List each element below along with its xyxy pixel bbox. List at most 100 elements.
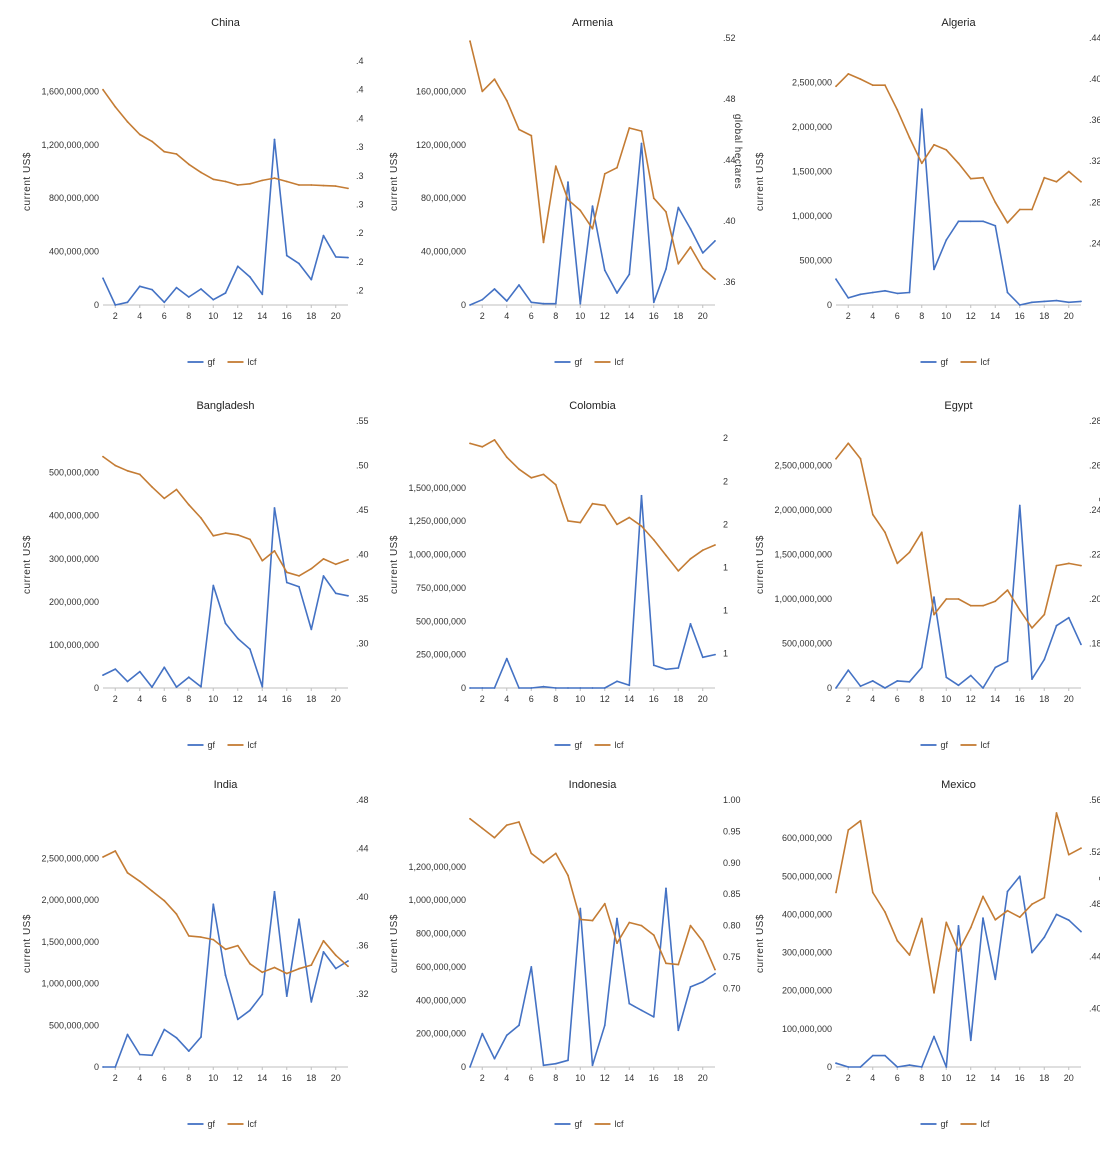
data-point-gf bbox=[616, 917, 618, 920]
data-point-lcf bbox=[163, 497, 166, 500]
y2-tick-label: 1 bbox=[723, 649, 728, 659]
data-point-lcf bbox=[126, 469, 129, 472]
data-point-lcf bbox=[481, 445, 484, 448]
data-point-lcf bbox=[285, 571, 288, 574]
x-tick-label: 12 bbox=[966, 694, 976, 704]
data-point-gf bbox=[126, 301, 129, 304]
data-point-lcf bbox=[689, 924, 692, 927]
data-point-lcf bbox=[138, 473, 141, 476]
data-point-lcf bbox=[1067, 853, 1070, 856]
data-point-gf bbox=[114, 304, 117, 306]
x-tick-label: 10 bbox=[941, 1073, 951, 1083]
x-tick-label: 20 bbox=[331, 1073, 341, 1083]
y2-axis-label: global hectares bbox=[732, 114, 743, 189]
x-tick-label: 4 bbox=[870, 311, 875, 321]
y-tick-label: 0 bbox=[94, 1062, 99, 1072]
data-point-lcf bbox=[554, 483, 557, 486]
data-point-gf bbox=[322, 234, 325, 237]
y-tick-label: 600,000,000 bbox=[782, 833, 832, 843]
data-point-gf bbox=[933, 268, 935, 271]
series-line-gf bbox=[103, 891, 349, 1068]
y-tick-label: 800,000,000 bbox=[49, 193, 99, 203]
data-point-gf bbox=[652, 664, 655, 667]
data-point-lcf bbox=[347, 558, 349, 561]
data-point-gf bbox=[579, 907, 582, 910]
x-tick-label: 6 bbox=[162, 311, 167, 321]
x-tick-label: 8 bbox=[553, 311, 558, 321]
data-point-lcf bbox=[542, 861, 545, 864]
data-point-lcf bbox=[469, 442, 471, 445]
data-point-lcf bbox=[603, 172, 606, 175]
data-point-gf bbox=[518, 284, 520, 286]
data-point-lcf bbox=[1031, 627, 1033, 629]
x-tick-label: 10 bbox=[575, 694, 585, 704]
x-tick-label: 12 bbox=[600, 694, 610, 704]
x-tick-label: 2 bbox=[480, 311, 485, 321]
data-point-gf bbox=[175, 686, 178, 688]
data-point-gf bbox=[871, 680, 874, 682]
x-tick-label: 18 bbox=[306, 694, 316, 704]
x-tick-label: 10 bbox=[575, 311, 585, 321]
data-point-gf bbox=[701, 981, 704, 983]
y-tick-label: 1,250,000,000 bbox=[408, 516, 466, 526]
y-tick-label: 400,000,000 bbox=[49, 247, 99, 257]
data-point-gf bbox=[1043, 300, 1046, 303]
data-point-gf bbox=[689, 986, 692, 988]
x-tick-label: 6 bbox=[895, 1073, 900, 1083]
y2-tick-label: .44 bbox=[723, 155, 736, 165]
data-point-gf bbox=[677, 667, 680, 669]
data-point-lcf bbox=[1080, 847, 1082, 850]
x-tick-label: 8 bbox=[186, 1073, 191, 1083]
data-point-lcf bbox=[616, 523, 618, 526]
data-point-lcf bbox=[677, 963, 680, 966]
y-tick-label: 1,000,000,000 bbox=[774, 594, 832, 604]
x-tick-label: 18 bbox=[1039, 311, 1049, 321]
data-point-gf bbox=[322, 951, 325, 953]
data-point-gf bbox=[969, 220, 972, 223]
data-point-gf bbox=[665, 268, 667, 270]
data-point-lcf bbox=[714, 968, 716, 971]
y-tick-label: 0 bbox=[461, 1062, 466, 1072]
x-tick-label: 4 bbox=[137, 1073, 142, 1083]
data-point-gf bbox=[665, 887, 667, 890]
data-point-gf bbox=[554, 302, 557, 305]
data-point-lcf bbox=[920, 917, 923, 920]
data-point-lcf bbox=[1055, 564, 1058, 567]
x-tick-label: 16 bbox=[282, 311, 292, 321]
x-tick-label: 14 bbox=[990, 311, 1000, 321]
y-tick-label: 2,500,000 bbox=[792, 78, 832, 88]
data-point-gf bbox=[1043, 936, 1046, 939]
data-point-gf bbox=[151, 686, 153, 688]
x-tick-label: 18 bbox=[673, 694, 683, 704]
data-point-lcf bbox=[187, 163, 190, 166]
data-point-lcf bbox=[1031, 208, 1033, 211]
data-point-lcf bbox=[847, 829, 850, 831]
y-tick-label: 2,000,000 bbox=[792, 122, 832, 132]
data-point-lcf bbox=[689, 557, 692, 560]
series-line-lcf bbox=[835, 442, 1082, 629]
data-point-lcf bbox=[652, 539, 655, 541]
y2-tick-label: .52 bbox=[1089, 847, 1100, 857]
x-tick-label: 2 bbox=[480, 694, 485, 704]
data-point-lcf bbox=[896, 109, 899, 111]
data-point-gf bbox=[859, 293, 862, 296]
y2-tick-label: 1.00 bbox=[723, 795, 741, 805]
data-point-gf bbox=[933, 596, 935, 599]
x-tick-label: 14 bbox=[624, 311, 634, 321]
data-point-lcf bbox=[616, 942, 618, 945]
data-point-lcf bbox=[701, 940, 704, 943]
data-point-gf bbox=[114, 668, 117, 670]
data-point-gf bbox=[469, 1066, 471, 1068]
x-tick-label: 6 bbox=[895, 311, 900, 321]
y-tick-label: 500,000,000 bbox=[782, 639, 832, 649]
data-point-lcf bbox=[1006, 909, 1009, 912]
x-tick-label: 18 bbox=[306, 311, 316, 321]
data-point-lcf bbox=[261, 179, 264, 182]
legend-label-lcf: lcf bbox=[615, 357, 624, 367]
data-point-lcf bbox=[1055, 180, 1058, 183]
data-point-lcf bbox=[542, 241, 545, 244]
data-point-gf bbox=[285, 581, 288, 584]
data-point-lcf bbox=[677, 262, 680, 265]
legend: gf lcf bbox=[920, 1119, 990, 1129]
x-tick-label: 14 bbox=[257, 311, 267, 321]
